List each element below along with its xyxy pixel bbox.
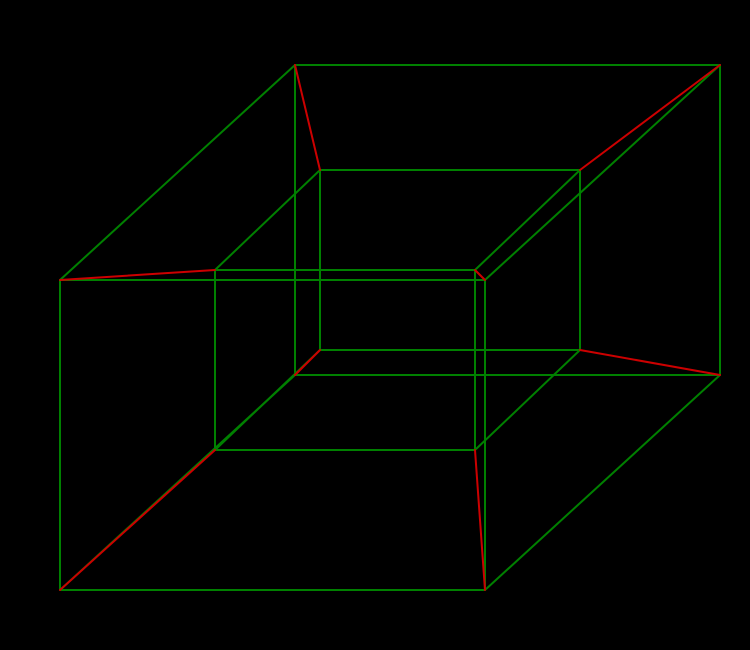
tesseract-diagram	[0, 0, 750, 650]
diagram-background	[0, 0, 750, 650]
